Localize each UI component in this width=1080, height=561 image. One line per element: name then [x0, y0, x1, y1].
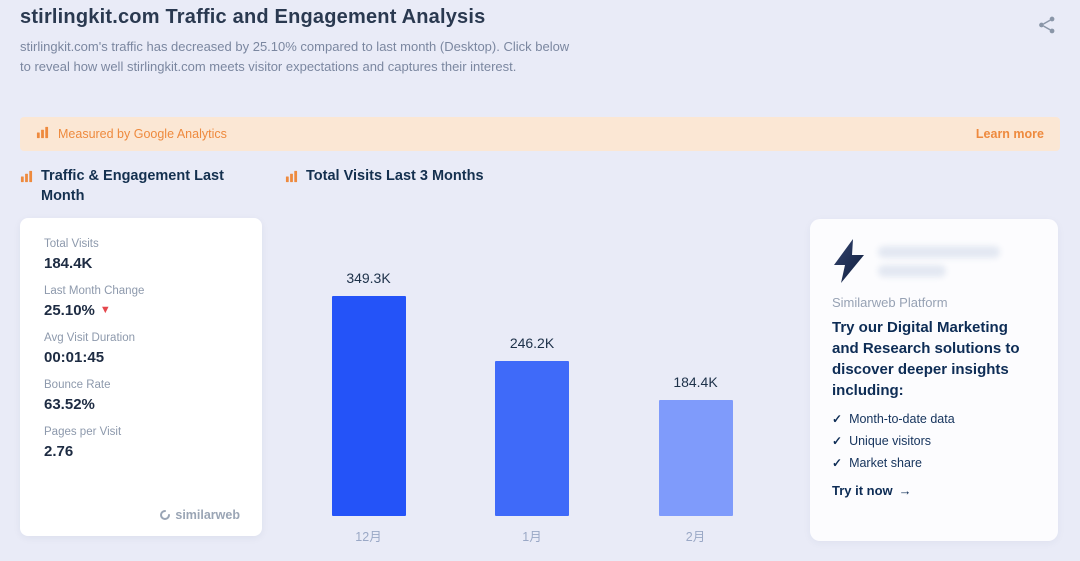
section-title-text: Total Visits Last 3 Months [306, 168, 484, 184]
bar-category-label: 12月 [355, 530, 382, 544]
stat-total-visits: Total Visits 184.4K [44, 238, 240, 272]
bar-chart-icon [285, 169, 298, 189]
bar-value-label: 184.4K [673, 374, 718, 390]
stats-card: Total Visits 184.4K Last Month Change 25… [20, 218, 262, 536]
stat-value: 184.4K [44, 255, 93, 272]
check-icon: ✓ [832, 456, 843, 470]
stat-label: Pages per Visit [44, 426, 122, 438]
bar-january[interactable] [495, 361, 569, 516]
stat-label: Total Visits [44, 238, 99, 250]
trend-down-icon: ▼ [99, 304, 111, 316]
try-it-now-link[interactable]: Try it now → [832, 483, 1036, 498]
bullet-text: Market share [849, 456, 923, 470]
platform-label: Similarweb Platform [832, 295, 948, 310]
bullet-text: Unique visitors [849, 434, 932, 448]
similarweb-logo[interactable]: similarweb [44, 508, 240, 522]
bar-february[interactable] [658, 400, 733, 516]
bar-category-label: 2月 [685, 530, 706, 544]
stat-pages-per-visit: Pages per Visit 2.76 [44, 426, 240, 460]
bar-value-label: 349.3K [346, 270, 391, 286]
stat-avg-visit-duration: Avg Visit Duration 00:01:45 [44, 332, 240, 366]
arrow-right-icon: → [898, 483, 912, 498]
bullet-text: Month-to-date data [849, 412, 955, 426]
promo-top [832, 239, 1036, 283]
promo-bullets: ✓ Month-to-date data ✓ Unique visitors ✓… [832, 412, 1036, 470]
stat-value: 63.52% [44, 396, 95, 413]
stat-value-text: 25.10% [44, 302, 95, 319]
stat-bounce-rate: Bounce Rate 63.52% [44, 379, 240, 413]
redacted-text [878, 245, 1000, 277]
section-title-traffic-engagement: Traffic & Engagement Last Month [20, 166, 235, 206]
bar-column-feb: 184.4K 2月 [614, 248, 777, 545]
check-icon: ✓ [832, 412, 843, 426]
bar-chart-icon [20, 169, 33, 189]
bar-december[interactable] [331, 296, 406, 516]
page-description: stirlingkit.com's traffic has decreased … [20, 39, 570, 74]
section-title-text: Traffic & Engagement Last Month [41, 168, 224, 204]
promo-headline: Try our Digital Marketing and Research s… [832, 319, 1020, 399]
stat-label: Last Month Change [44, 285, 145, 297]
check-icon: ✓ [832, 434, 843, 448]
bar-chart-icon [36, 126, 49, 142]
lightning-bolt-icon [834, 239, 864, 283]
bar-column-dec: 349.3K 12月 [287, 248, 450, 545]
redacted-line [878, 264, 946, 277]
share-icon[interactable] [1036, 14, 1058, 36]
bars: 349.3K 12月 246.2K 1月 184.4K 2月 [287, 248, 777, 545]
stat-label: Bounce Rate [44, 379, 111, 391]
stat-value: 25.10% ▼ [44, 302, 240, 319]
stat-label: Avg Visit Duration [44, 332, 135, 344]
ga-banner: Measured by Google Analytics Learn more [20, 117, 1060, 151]
promo-card: Similarweb Platform Try our Digital Mark… [810, 219, 1058, 541]
stat-value: 2.76 [44, 443, 74, 460]
similarweb-logo-text: similarweb [175, 508, 240, 522]
bar-value-label: 246.2K [509, 335, 555, 351]
learn-more-link[interactable]: Learn more [975, 127, 1044, 141]
ga-banner-left: Measured by Google Analytics [36, 126, 227, 142]
bar-column-jan: 246.2K 1月 [451, 248, 614, 545]
ga-banner-text: Measured by Google Analytics [58, 127, 227, 141]
similarweb-logo-icon [160, 510, 171, 520]
page-title: stirlingkit.com Traffic and Engagement A… [20, 6, 486, 28]
stat-value: 00:01:45 [44, 349, 105, 366]
section-title-total-visits: Total Visits Last 3 Months [285, 166, 484, 189]
bullet-item: ✓ Unique visitors [832, 434, 1036, 448]
cta-label: Try it now [832, 483, 893, 498]
bar-category-label: 1月 [522, 530, 542, 544]
header: stirlingkit.com Traffic and Engagement A… [20, 6, 572, 77]
redacted-line [878, 245, 1000, 258]
visits-bar-chart: 349.3K 12月 246.2K 1月 184.4K 2月 [287, 248, 777, 545]
bullet-item: ✓ Month-to-date data [832, 412, 1036, 426]
stat-last-month-change: Last Month Change 25.10% ▼ [44, 285, 240, 319]
bullet-item: ✓ Market share [832, 456, 1036, 470]
